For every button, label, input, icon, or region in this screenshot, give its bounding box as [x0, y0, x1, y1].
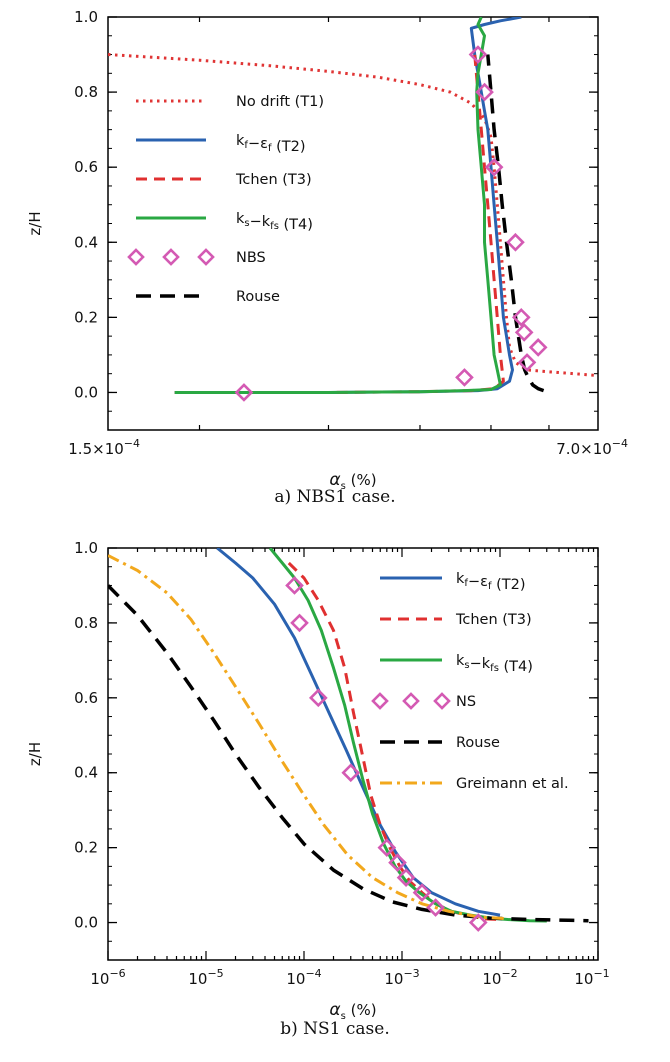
legend-label-rouse: Rouse	[236, 289, 280, 305]
x-tick-label: 7.0×10−4	[556, 437, 628, 458]
figure-caption: a) NBS1 case.	[274, 487, 395, 507]
data-point-nbs	[528, 338, 548, 357]
data-point-nbs	[455, 368, 474, 387]
chart-a: 0.0 0.2 0.4 0.6 0.8 1.0 1.5×10−4 7.0×10−4 αs (%)…	[26, 8, 628, 507]
data-point-ns	[308, 688, 328, 708]
series-line-no-drift-t1	[108, 53, 598, 378]
legend-marker-nbs	[127, 248, 145, 266]
legend-marker-nbs	[197, 248, 215, 266]
legend-marker-ns	[371, 692, 389, 710]
y-tick-label: 1.0	[74, 8, 98, 26]
plot-area	[108, 548, 589, 923]
data-point-ns	[468, 913, 488, 932]
y-axis-label: z/H	[26, 742, 44, 766]
x-tick-label: 10−3	[384, 967, 419, 988]
data-point-ns	[341, 763, 361, 783]
legend-label-kf-f-t2: kf−εf (T2)	[236, 133, 305, 155]
data-point-nbs	[484, 157, 504, 177]
legend-label-tchen-t3: Tchen (T3)	[235, 172, 312, 188]
y-tick-label: 0.2	[74, 839, 98, 857]
series-line-kf-f-t2	[174, 17, 522, 394]
legend-label-ns: NS	[456, 694, 476, 710]
series-line-greimann-et-al	[108, 554, 508, 921]
y-tick-label: 0.4	[74, 764, 98, 782]
data-point-nbs	[468, 45, 488, 64]
x-tick-label: 10−4	[286, 967, 321, 988]
x-axis-label: αs (%)	[329, 470, 376, 492]
legend-label-greimann-et-al: Greimann et al.	[456, 776, 569, 792]
x-tick-label: 10−2	[482, 967, 517, 988]
data-point-ns	[396, 868, 416, 887]
y-tick-label: 0.0	[74, 914, 98, 932]
legend-label-ks-kfs-t4: ks−kfs (T4)	[456, 653, 533, 675]
legend-marker-ns	[433, 692, 451, 710]
x-tick-label: 10−5	[188, 967, 223, 988]
y-tick-label: 0.0	[74, 383, 98, 401]
legend-label-ks-kfs-t4: ks−kfs (T4)	[236, 211, 313, 233]
x-tick-label: 10−6	[90, 967, 125, 988]
data-point-nbs	[234, 383, 254, 402]
y-tick-label: 0.2	[74, 308, 98, 326]
legend-label-nbs: NBS	[236, 250, 266, 266]
data-point-nbs	[511, 308, 531, 327]
data-point-nbs	[475, 82, 494, 102]
y-tick-label: 0.6	[74, 689, 98, 707]
y-axis-label: z/H	[26, 211, 44, 235]
x-tick-label: 10−1	[574, 967, 609, 988]
data-point-nbs	[506, 232, 525, 252]
legend-marker-nbs	[162, 248, 180, 266]
chart-b: 0.0 0.2 0.4 0.6 0.8 1.0 10−6 10−5 10−4 10−3 10−2 10…	[26, 539, 610, 1039]
data-point-ns	[426, 898, 445, 917]
x-tick-label: 1.5×10−4	[68, 437, 140, 458]
legend-label-rouse: Rouse	[456, 735, 500, 751]
plot-area	[108, 17, 598, 394]
x-axis-label: αs (%)	[329, 1000, 376, 1022]
data-point-ns	[412, 883, 432, 902]
legend-label-tchen-t3: Tchen (T3)	[455, 612, 532, 628]
data-point-ns	[290, 613, 309, 633]
series-line-tchen-t3	[174, 54, 505, 394]
y-tick-label: 0.8	[74, 614, 98, 632]
series-line-ks-kfs-t4	[268, 548, 547, 923]
data-point-ns	[285, 576, 304, 595]
y-tick-label: 0.6	[74, 158, 98, 176]
series-line-ks-kfs-t4	[174, 17, 502, 394]
y-tick-label: 0.8	[74, 83, 98, 101]
legend-marker-ns	[402, 692, 420, 710]
data-point-ns	[388, 853, 407, 872]
data-point-nbs	[517, 353, 537, 372]
data-point-ns	[377, 838, 397, 857]
y-tick-label: 0.4	[74, 233, 98, 251]
legend-label-no-drift-t1: No drift (T1)	[236, 94, 324, 110]
y-tick-label: 1.0	[74, 539, 98, 557]
figure-caption: b) NS1 case.	[280, 1019, 390, 1039]
data-point-nbs	[514, 323, 534, 342]
legend-label-kf-f-t2: kf−εf (T2)	[456, 571, 525, 593]
